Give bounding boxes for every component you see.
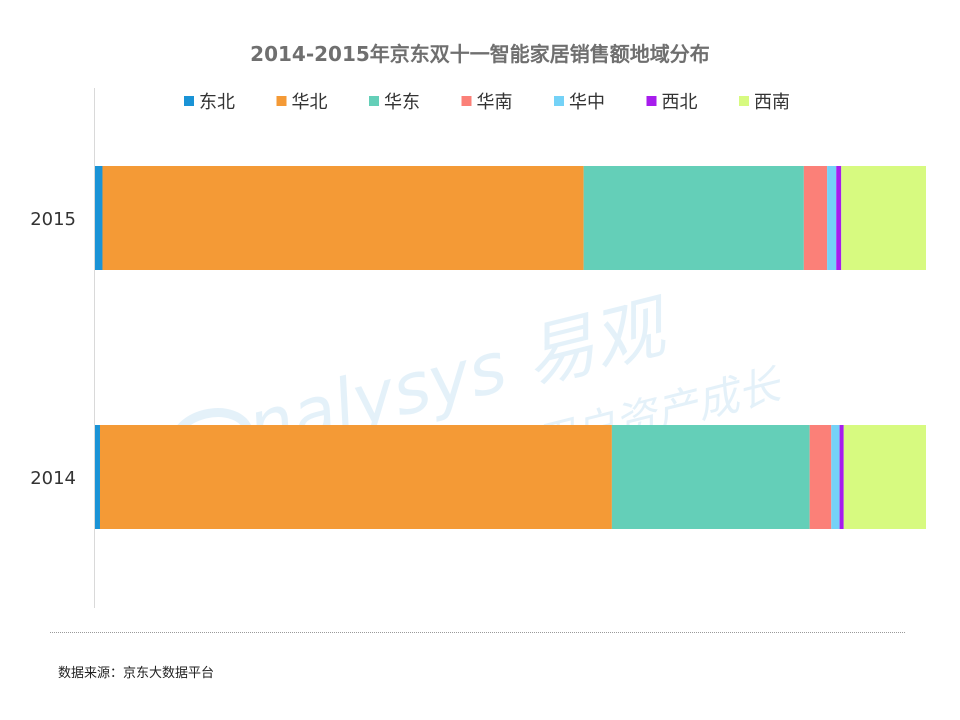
bar-segment	[827, 166, 837, 270]
bar-segment	[102, 166, 584, 270]
legend-swatch	[184, 96, 194, 106]
legend-label: 华东	[384, 92, 420, 113]
legend-swatch	[739, 96, 749, 106]
legend-swatch	[646, 96, 657, 106]
legend-swatch	[461, 96, 472, 106]
bar-segment	[839, 425, 844, 529]
legend-label: 西南	[754, 92, 790, 113]
chart-title: 2014-2015年京东双十一智能家居销售额地域分布	[250, 42, 710, 66]
legend-label: 华北	[292, 92, 328, 113]
bar-segment	[803, 166, 828, 270]
legend-label: 西北	[662, 92, 698, 113]
legend-swatch	[369, 96, 379, 106]
legend-label: 东北	[199, 92, 235, 113]
legend-swatch	[554, 96, 564, 106]
legend-label: 华南	[477, 92, 513, 113]
bars	[95, 166, 926, 529]
bar-segment	[583, 166, 804, 270]
bar-segment	[841, 166, 926, 270]
y-tick-label: 2014	[30, 468, 76, 489]
bar-segment	[611, 425, 810, 529]
legend: 东北 华北 华东 华南 华中 西北 西南	[184, 92, 790, 113]
source-note: 数据来源：京东大数据平台	[58, 666, 215, 681]
bar-segment	[809, 425, 832, 529]
y-tick-labels: 2015 2014	[30, 209, 76, 489]
y-tick-label: 2015	[30, 209, 76, 230]
bar-segment	[95, 166, 103, 270]
bar-segment	[99, 425, 612, 529]
bar-segment	[836, 166, 842, 270]
bar-segment	[95, 425, 100, 529]
legend-swatch	[276, 96, 287, 106]
legend-label: 华中	[569, 92, 605, 113]
bar-segment	[843, 425, 926, 529]
bar-segment	[831, 425, 840, 529]
